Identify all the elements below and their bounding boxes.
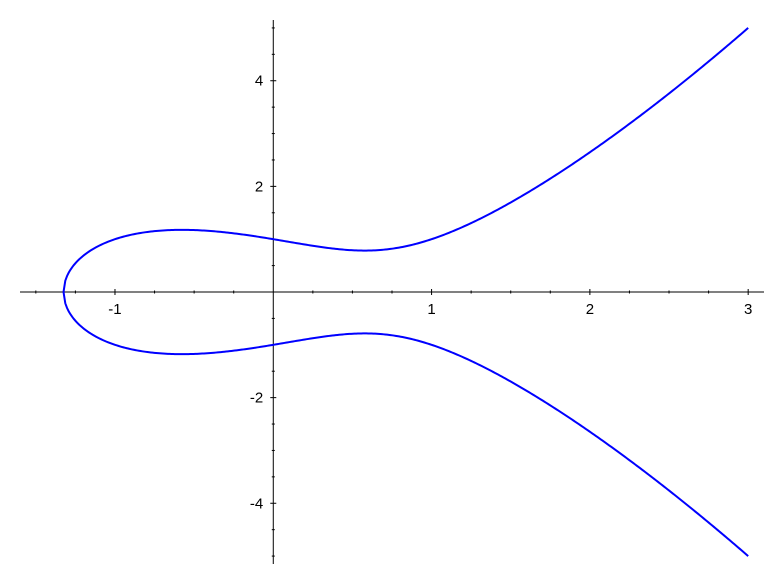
y-tick-label: 2 [255, 178, 263, 195]
x-tick-label: 3 [744, 301, 752, 318]
x-tick-label: 2 [586, 301, 594, 318]
y-tick-label: 4 [255, 73, 263, 90]
chart-container: -1 1 2 3 -4 -2 2 4 [0, 0, 784, 584]
elliptic-curve-plot: -1 1 2 3 -4 -2 2 4 [0, 0, 784, 584]
x-tick-label: -1 [108, 301, 121, 318]
y-tick-label: -2 [250, 390, 263, 407]
x-tick-label: 1 [427, 301, 435, 318]
y-tick-label: -4 [250, 495, 263, 512]
